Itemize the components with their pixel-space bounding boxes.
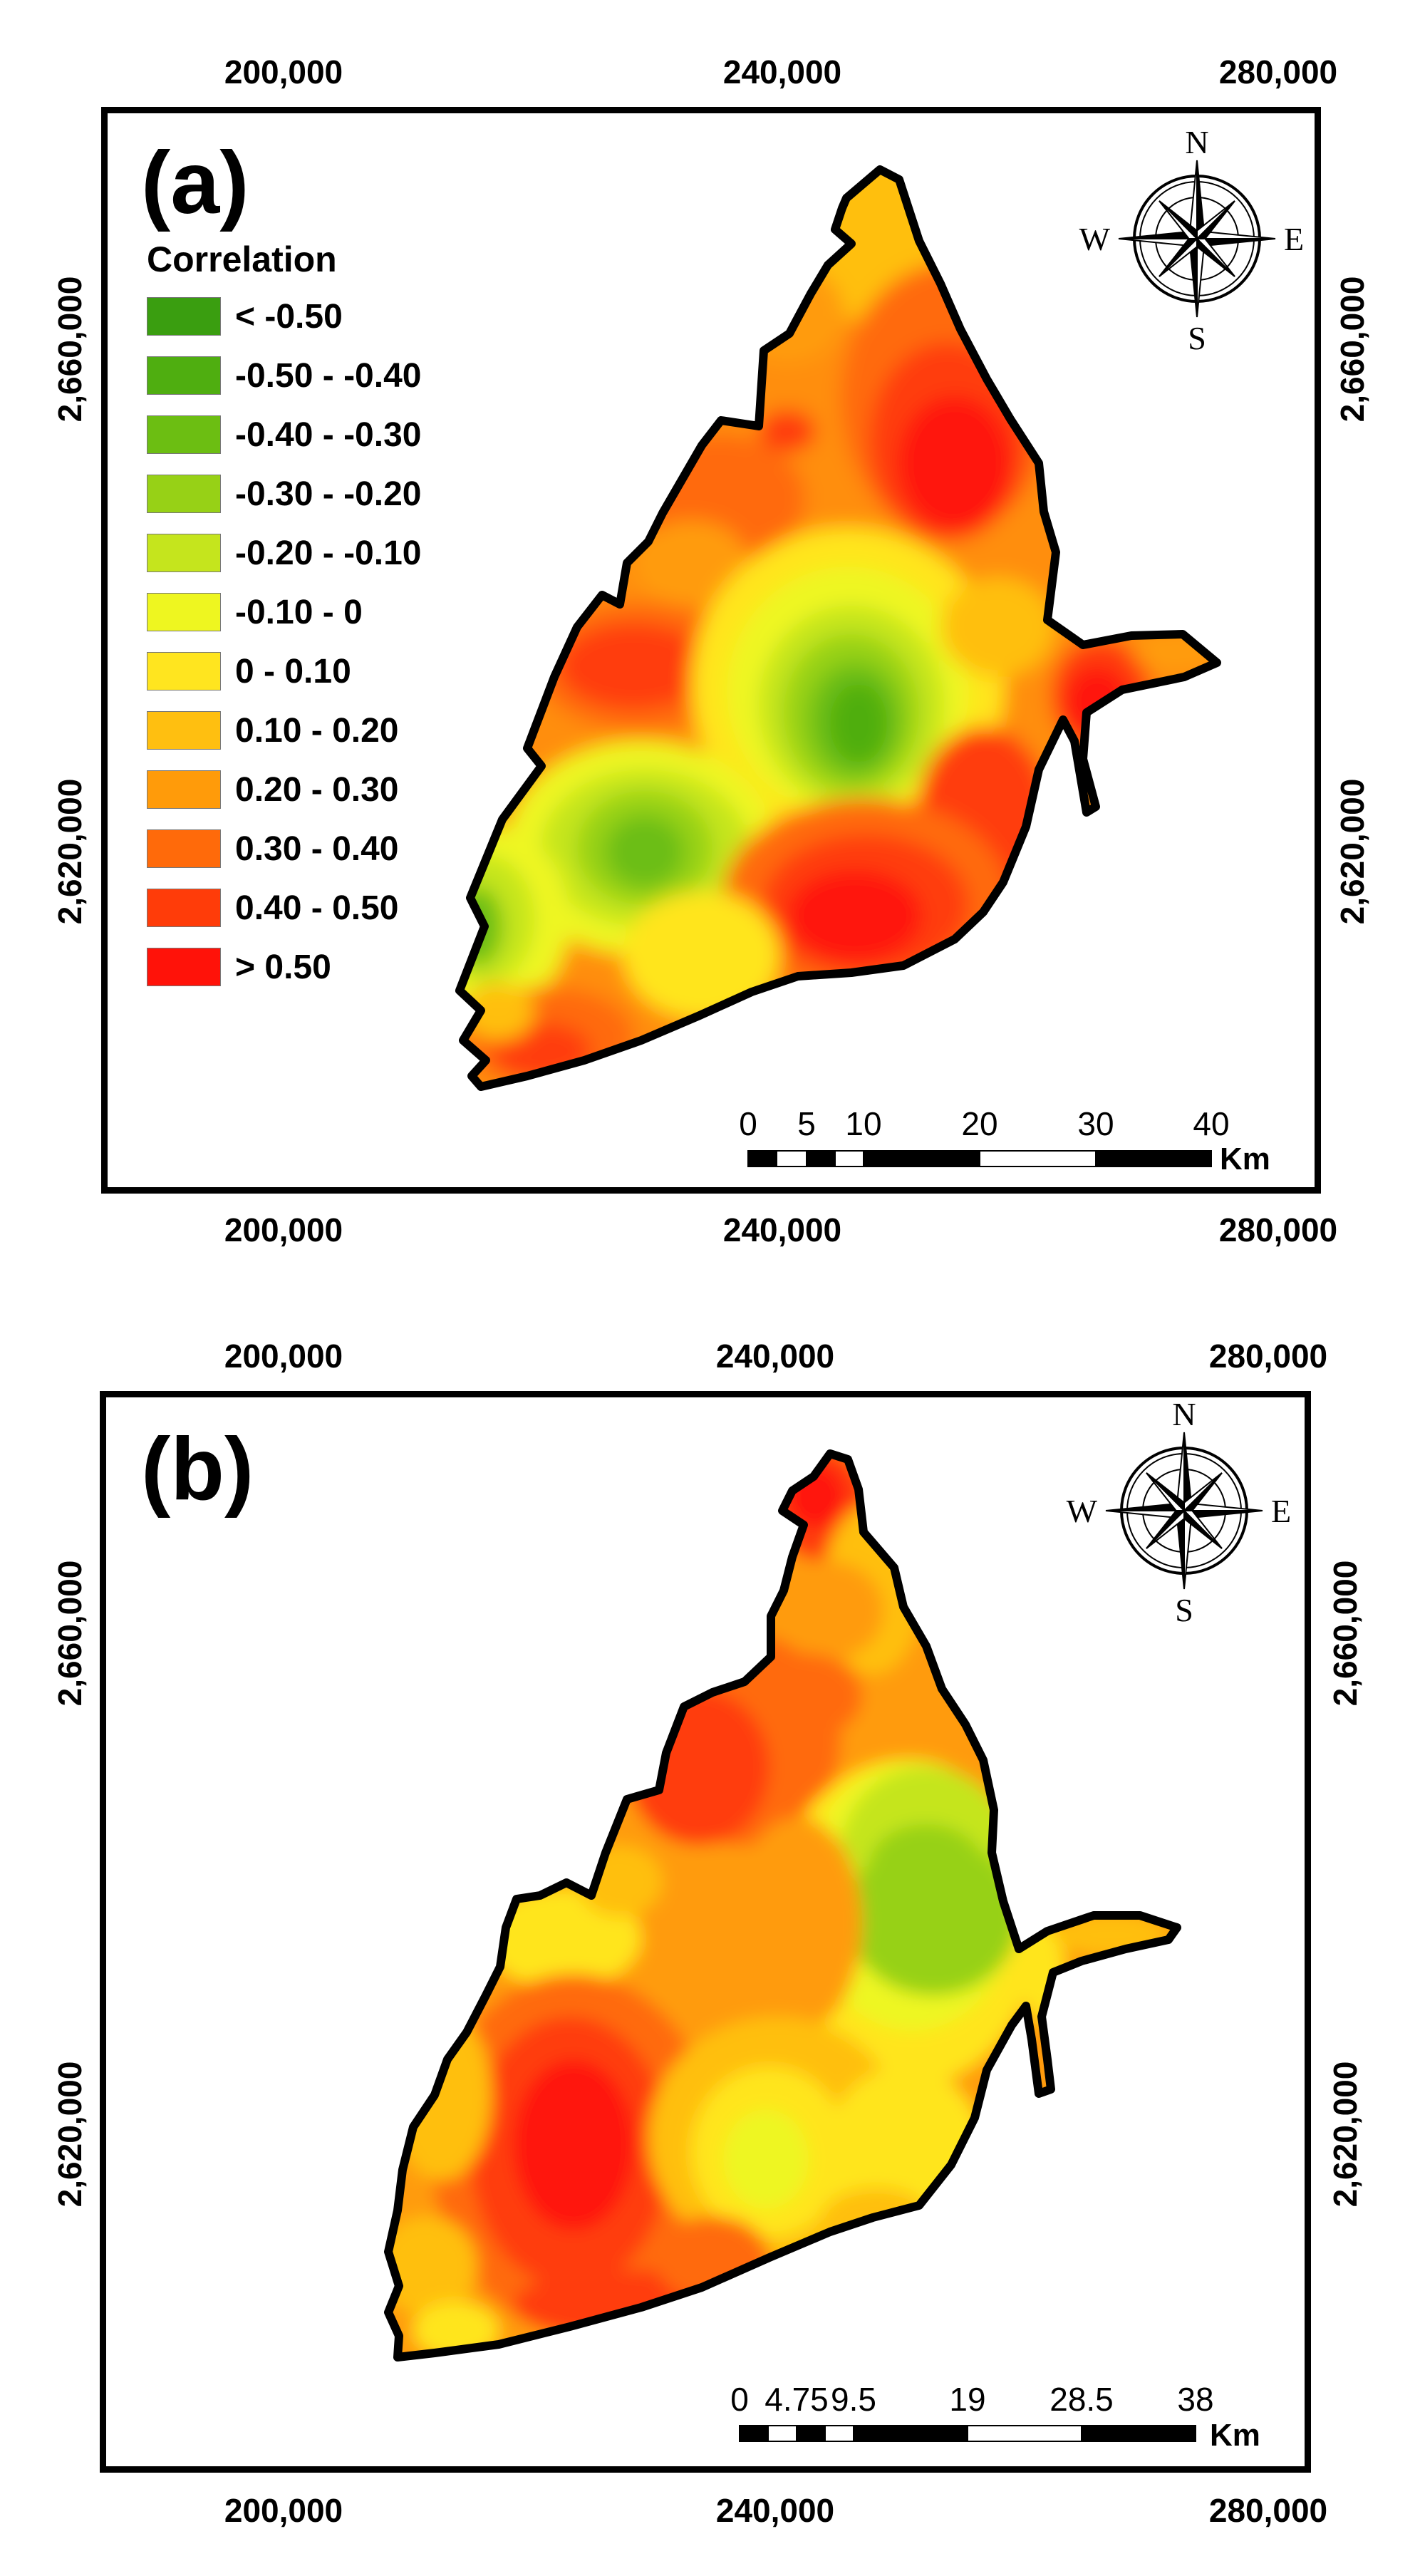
legend-swatch [147, 889, 221, 927]
panel-label: (b) [141, 1420, 254, 1519]
legend-item: -0.40 - -0.30 [147, 415, 421, 455]
legend-swatch [147, 652, 221, 690]
y-tick-right: 2,660,000 [1327, 1560, 1364, 1707]
scale-label: 19 [949, 2381, 986, 2418]
legend-item: 0.10 - 0.20 [147, 710, 399, 750]
x-tick-top: 240,000 [715, 1338, 835, 1375]
svg-text:W: W [1079, 221, 1111, 257]
map-frame [100, 1391, 1311, 2473]
scale-bar [747, 1150, 1212, 1167]
scale-unit: Km [1220, 1142, 1270, 1176]
legend-swatch [147, 475, 221, 513]
scale-label: 28.5 [1049, 2381, 1114, 2418]
x-tick-bottom: 200,000 [224, 2492, 343, 2529]
svg-text:E: E [1284, 221, 1304, 257]
scale-label: 20 [961, 1105, 998, 1142]
legend-item: > 0.50 [147, 947, 331, 987]
scale-unit: Km [1210, 2418, 1260, 2453]
svg-text:N: N [1185, 124, 1208, 160]
legend-item: -0.30 - -0.20 [147, 474, 421, 514]
x-tick-bottom: 240,000 [715, 2492, 835, 2529]
legend-item: < -0.50 [147, 296, 343, 336]
legend-swatch [147, 415, 221, 454]
legend-item: -0.10 - 0 [147, 592, 363, 632]
x-tick-bottom: 280,000 [1208, 2492, 1328, 2529]
map-frame [101, 107, 1321, 1194]
scale-label: 4.75 [764, 2381, 829, 2418]
x-tick-top: 240,000 [722, 53, 842, 90]
legend-item: 0.30 - 0.40 [147, 829, 399, 869]
legend-swatch [147, 534, 221, 572]
y-tick-left: 2,620,000 [51, 2061, 88, 2208]
scale-label: 30 [1077, 1105, 1114, 1142]
legend-swatch [147, 593, 221, 631]
legend-swatch [147, 711, 221, 750]
y-tick-left: 2,660,000 [51, 1560, 88, 1707]
legend-item: -0.50 - -0.40 [147, 356, 421, 395]
scale-label: 5 [797, 1105, 816, 1142]
map-panel-a: 200,000 240,000 280,000 2,660,000 2,620,… [0, 0, 1415, 1268]
scale-label: 0 [739, 1105, 757, 1142]
legend-title: Correlation [147, 239, 337, 279]
x-tick-top: 280,000 [1218, 53, 1338, 90]
correlation-map-a: N S E W [0, 124, 1305, 1167]
legend-swatch [147, 829, 221, 868]
scale-label: 38 [1177, 2381, 1214, 2418]
legend-item: -0.20 - -0.10 [147, 533, 421, 573]
scale-label: 0 [730, 2381, 749, 2418]
x-tick-bottom: 280,000 [1218, 1211, 1338, 1248]
x-tick-top: 200,000 [224, 1338, 343, 1375]
x-tick-bottom: 240,000 [722, 1211, 842, 1248]
legend-swatch [147, 948, 221, 986]
legend-item: 0 - 0.10 [147, 651, 351, 691]
legend-swatch [147, 770, 221, 809]
legend-item: 0.20 - 0.30 [147, 770, 399, 809]
scale-label: 10 [845, 1105, 882, 1142]
compass-rose-icon: N S E W [1079, 124, 1305, 356]
svg-text:S: S [1188, 320, 1206, 356]
panel-label: (a) [141, 134, 249, 232]
scale-label: 9.5 [831, 2381, 876, 2418]
scale-label: 40 [1193, 1105, 1230, 1142]
legend-swatch [147, 356, 221, 395]
x-tick-top: 280,000 [1208, 1338, 1328, 1375]
y-tick-right: 2,620,000 [1327, 2061, 1364, 2208]
x-tick-top: 200,000 [224, 53, 343, 90]
legend-item: 0.40 - 0.50 [147, 888, 399, 928]
legend-swatch [147, 297, 221, 336]
x-tick-bottom: 200,000 [224, 1211, 343, 1248]
